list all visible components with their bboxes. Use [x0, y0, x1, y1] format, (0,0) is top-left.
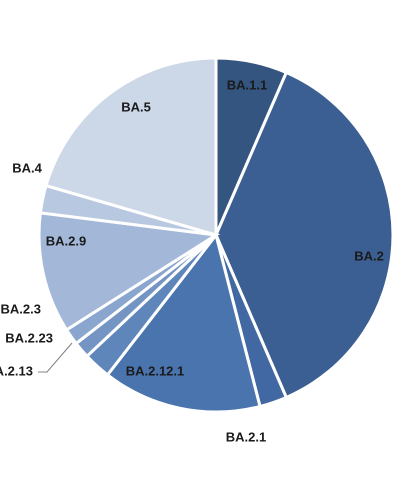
pie-label-ba-2-1: BA.2.1 — [226, 429, 266, 444]
pie-slice-ba-2 — [214, 70, 395, 400]
pie-label-ba-2-23: BA.2.23 — [5, 330, 53, 345]
pie-label-ba-5: BA.5 — [121, 99, 151, 114]
pie-slice-ba-2-12-1 — [105, 231, 262, 414]
pie-label-ba-2-12-1: BA.2.12.1 — [126, 363, 185, 378]
pie-wedges — [37, 56, 395, 414]
pie-slice-ba-2-9 — [37, 211, 221, 332]
pie-leader-lines — [38, 342, 73, 373]
pie-labels: BA.1.1 BA.2 BA.2.1 BA.2.12.1 BA.2.13 BA.2.23 B… — [0, 77, 384, 444]
pie-label-ba-1-1: BA.1.1 — [227, 77, 267, 92]
pie-label-ba-2-13: BA.2.13 — [0, 363, 33, 378]
pie-label-ba-2-9: BA.2.9 — [46, 233, 86, 248]
pie-leader-ba-2-13 — [38, 342, 73, 373]
pie-label-ba-2-3: BA.2.3 — [1, 301, 41, 316]
pie-label-ba-2: BA.2 — [354, 248, 384, 263]
pie-label-ba-4: BA.4 — [12, 160, 42, 175]
pie-slice-ba-5 — [44, 56, 218, 237]
